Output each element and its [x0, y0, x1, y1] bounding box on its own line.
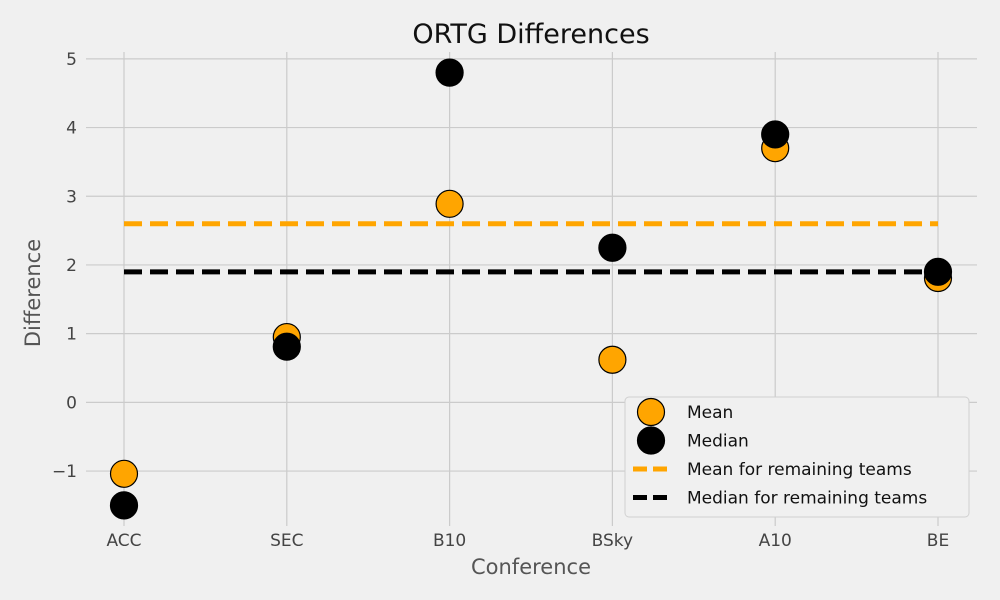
legend-box: [624, 396, 970, 518]
x-tick-label: B10: [433, 531, 466, 551]
legend-marker: [636, 397, 666, 427]
data-point: [109, 491, 139, 520]
x-tick-label: BSky: [592, 531, 633, 551]
data-point: [923, 257, 953, 286]
legend-label: Mean: [687, 403, 733, 423]
reference-lines: [124, 221, 938, 275]
x-tick-label: A10: [759, 531, 792, 551]
legend-label: Mean for remaining teams: [687, 460, 912, 480]
x-tick-label: SEC: [270, 531, 303, 551]
y-tick-label: 4: [66, 119, 77, 139]
legend: Mean Median Mean for remaining teams Median…: [624, 396, 970, 518]
y-tick-label: 1: [66, 325, 77, 345]
y-axis-label: Difference: [21, 239, 45, 347]
data-point: [761, 120, 790, 149]
data-point: [598, 345, 627, 374]
y-tick-label: 0: [66, 393, 77, 413]
chart-title: ORTG Differences: [412, 19, 649, 50]
data-point: [109, 459, 139, 488]
data-point: [598, 233, 627, 262]
data-points: [109, 58, 953, 520]
y-tick-label: 3: [66, 187, 77, 207]
legend-label: Median: [687, 432, 749, 452]
legend-marker: [636, 426, 666, 455]
tick-labels: ACC SEC B10 BSky A10 BE −1 0 1 2 3 4 5: [52, 50, 949, 551]
data-point: [435, 189, 464, 218]
y-tick-label: 2: [66, 256, 77, 276]
x-tick-label: ACC: [106, 531, 141, 551]
y-tick-label: 5: [66, 50, 77, 70]
x-axis-label: Conference: [471, 555, 591, 579]
x-tick-label: BE: [927, 531, 949, 551]
data-point: [435, 58, 464, 87]
y-tick-label: −1: [52, 462, 77, 482]
data-point: [272, 332, 301, 361]
legend-label: Median for remaining teams: [687, 489, 927, 509]
